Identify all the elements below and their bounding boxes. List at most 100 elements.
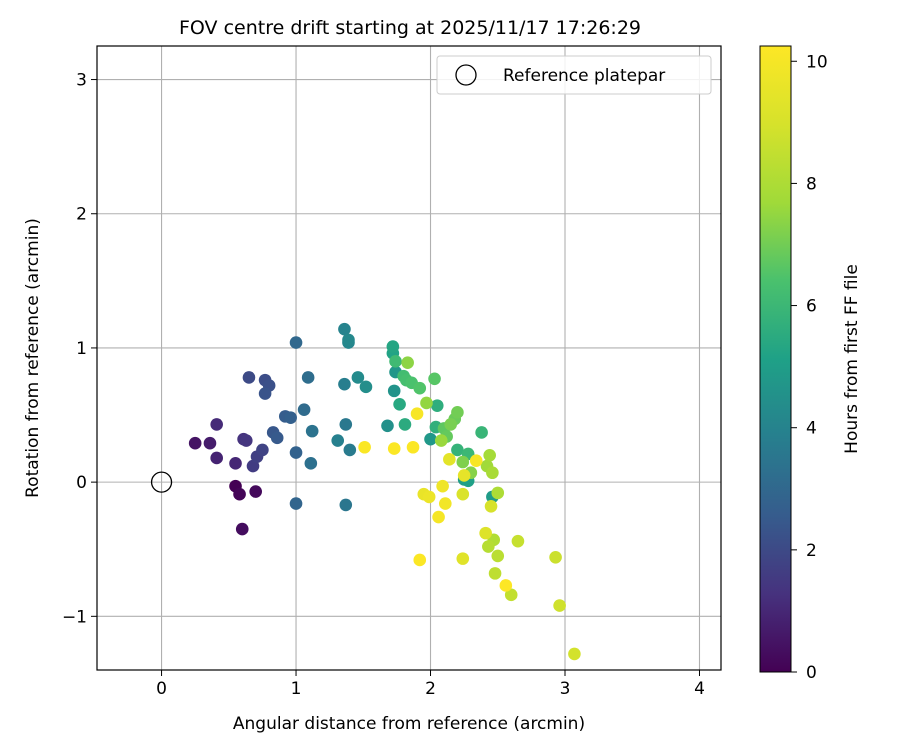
data-point: [456, 552, 470, 565]
data-point: [401, 356, 414, 369]
data-point: [301, 371, 315, 384]
x-tick-label: 0: [156, 679, 167, 699]
colorbar-tick-label: 4: [806, 419, 817, 439]
data-point: [413, 553, 427, 567]
data-point: [488, 567, 502, 580]
data-point: [256, 443, 269, 457]
data-point: [491, 549, 505, 563]
data-point: [443, 453, 456, 466]
data-point: [553, 599, 566, 612]
colorbar-tick-label: 6: [806, 297, 817, 317]
data-point: [413, 381, 427, 395]
x-axis: 0 1 2 3 4: [156, 670, 705, 699]
reference-point-marker: [150, 471, 173, 493]
data-point: [210, 451, 223, 465]
data-point: [359, 380, 373, 394]
data-point: [398, 418, 412, 431]
plot-frame: [96, 45, 722, 671]
data-point: [482, 540, 495, 553]
data-point: [338, 322, 351, 336]
data-point: [351, 371, 365, 384]
x-tick-label: 1: [291, 679, 302, 699]
data-point: [289, 336, 303, 349]
data-point: [331, 434, 345, 447]
colorbar-tick-label: 10: [806, 52, 828, 72]
data-point: [420, 396, 433, 410]
data-point: [504, 588, 518, 602]
data-point: [511, 534, 525, 548]
legend-box: [436, 55, 712, 95]
data-point: [479, 526, 492, 540]
data-point: [258, 387, 272, 400]
data-point: [387, 384, 401, 398]
colorbar: 0 2 4 6 8 10 Hours from first FF file: [759, 45, 862, 683]
legend-entry-reference: Reference platepar: [503, 66, 665, 86]
reference-marker: [150, 471, 173, 493]
data-point: [424, 432, 437, 446]
data-point: [229, 457, 242, 470]
data-point: [456, 455, 470, 469]
data-point: [387, 442, 401, 455]
data-point: [381, 419, 394, 433]
data-point: [491, 486, 505, 500]
data-point: [484, 499, 498, 513]
y-tick-label: 2: [76, 205, 87, 225]
y-tick-label: 1: [76, 339, 87, 359]
data-points: [188, 322, 581, 661]
data-point: [434, 434, 448, 447]
y-tick-label: 0: [76, 473, 87, 493]
data-point: [304, 457, 318, 470]
y-tick-label: 3: [76, 71, 87, 91]
data-point: [486, 466, 499, 480]
data-point: [389, 355, 402, 368]
data-point: [444, 418, 457, 431]
y-tick-label: −1: [62, 607, 87, 627]
data-point: [297, 403, 311, 416]
data-point: [270, 431, 284, 445]
data-point: [289, 446, 303, 459]
data-point: [339, 418, 353, 431]
data-point: [289, 497, 303, 510]
data-point: [249, 485, 262, 498]
y-axis: −1 0 1 2 3: [62, 71, 97, 627]
data-point: [475, 426, 488, 439]
data-point: [568, 647, 581, 661]
colorbar-gradient: [759, 45, 792, 673]
data-point: [203, 436, 217, 450]
data-point: [451, 406, 464, 419]
colorbar-tick-label: 2: [806, 541, 817, 561]
y-axis-label: Rotation from reference (arcmin): [23, 218, 43, 498]
x-tick-label: 3: [560, 679, 571, 699]
data-point: [339, 498, 353, 512]
data-point: [393, 397, 406, 411]
data-point: [343, 443, 357, 457]
data-point: [436, 479, 449, 493]
data-point: [239, 434, 253, 447]
legend-marker-icon: [455, 64, 477, 86]
chart-title: FOV centre drift starting at 2025/11/17 …: [179, 17, 641, 39]
data-point: [469, 454, 483, 467]
data-point: [428, 372, 441, 386]
data-point: [342, 333, 355, 347]
data-point: [386, 340, 400, 353]
data-point: [406, 440, 420, 454]
data-point: [499, 579, 513, 592]
data-point: [430, 399, 444, 412]
data-point: [358, 440, 371, 454]
colorbar-tick-label: 8: [806, 174, 817, 194]
data-point: [432, 510, 445, 524]
data-point: [246, 459, 260, 473]
data-point: [242, 371, 256, 384]
data-point: [284, 411, 297, 425]
colorbar-tick-label: 0: [806, 663, 817, 683]
data-point: [210, 418, 223, 431]
data-point: [233, 487, 246, 501]
data-point: [549, 550, 562, 564]
colorbar-ticks: 0 2 4 6 8 10: [791, 52, 828, 683]
legend: Reference platepar: [436, 55, 712, 95]
data-point: [439, 497, 452, 510]
data-point: [338, 377, 351, 391]
data-point: [305, 424, 319, 438]
